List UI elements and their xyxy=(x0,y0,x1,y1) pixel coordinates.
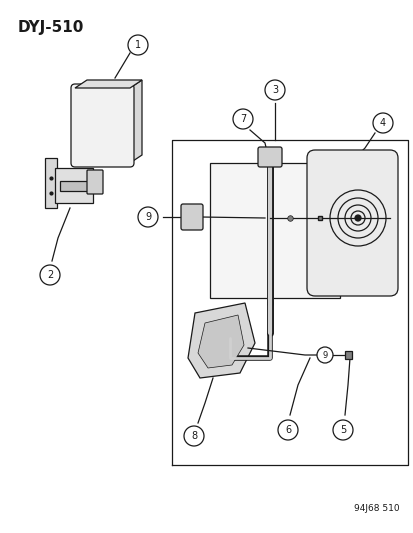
Text: 4: 4 xyxy=(379,118,385,128)
FancyBboxPatch shape xyxy=(257,147,281,167)
Circle shape xyxy=(372,113,392,133)
Text: DYJ-510: DYJ-510 xyxy=(18,20,84,35)
Text: 7: 7 xyxy=(239,114,246,124)
Circle shape xyxy=(332,420,352,440)
Polygon shape xyxy=(130,80,142,163)
Text: 9: 9 xyxy=(145,212,151,222)
Polygon shape xyxy=(75,80,142,88)
Bar xyxy=(45,158,57,208)
FancyBboxPatch shape xyxy=(87,170,103,194)
Text: 3: 3 xyxy=(271,85,278,95)
Text: 1: 1 xyxy=(135,40,141,50)
Circle shape xyxy=(233,109,252,129)
FancyBboxPatch shape xyxy=(306,150,397,296)
Polygon shape xyxy=(188,303,254,378)
FancyBboxPatch shape xyxy=(180,204,202,230)
Text: 8: 8 xyxy=(190,431,197,441)
Circle shape xyxy=(264,80,284,100)
Text: 6: 6 xyxy=(284,425,290,435)
Circle shape xyxy=(316,347,332,363)
Circle shape xyxy=(138,207,158,227)
Circle shape xyxy=(128,35,147,55)
Polygon shape xyxy=(344,351,351,359)
Text: 2: 2 xyxy=(47,270,53,280)
Text: 5: 5 xyxy=(339,425,345,435)
Bar xyxy=(55,168,93,203)
Bar xyxy=(60,181,88,191)
Polygon shape xyxy=(209,163,339,298)
Text: 94J68 510: 94J68 510 xyxy=(354,504,399,513)
Circle shape xyxy=(40,265,60,285)
Circle shape xyxy=(354,215,360,221)
Circle shape xyxy=(183,426,204,446)
Text: 9: 9 xyxy=(322,351,327,359)
Polygon shape xyxy=(197,315,243,368)
Circle shape xyxy=(277,420,297,440)
FancyBboxPatch shape xyxy=(71,84,134,167)
